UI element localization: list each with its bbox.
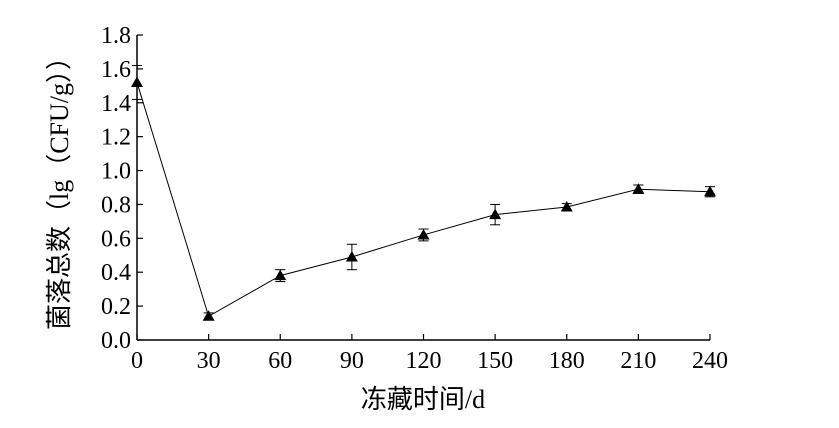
x-tick-label: 30 (197, 348, 221, 374)
y-tick-label: 1.0 (101, 159, 131, 185)
y-tick-label: 1.2 (101, 125, 131, 151)
x-tick-label: 120 (406, 348, 442, 374)
series-layer (131, 65, 716, 321)
series-line (136, 82, 711, 318)
y-tick-label: 1.4 (101, 91, 131, 117)
y-tick-label: 0.8 (101, 192, 131, 218)
x-tick-label: 0 (131, 348, 143, 374)
data-point-triangle (345, 250, 358, 262)
data-point-triangle (704, 185, 716, 197)
data-point-triangle (632, 183, 645, 194)
data-point-triangle (131, 76, 143, 87)
data-point-triangle (489, 208, 502, 220)
y-tick-label: 1.6 (101, 57, 131, 83)
y-axis-title: 菌落总数（lg（CFU/g）） (45, 44, 74, 330)
x-tick-label: 60 (268, 348, 292, 374)
data-point-triangle (274, 269, 287, 281)
y-tick-label: 0.4 (101, 260, 131, 286)
x-tick-label: 150 (477, 348, 513, 374)
y-tick-label: 0.0 (101, 328, 131, 354)
data-point-triangle (202, 310, 215, 321)
axes (136, 35, 710, 341)
y-tick-label: 0.2 (101, 294, 131, 320)
x-tick-label: 210 (620, 348, 656, 374)
y-tick-label: 0.6 (101, 226, 131, 252)
x-tick-label: 240 (692, 348, 728, 374)
x-tick-label: 90 (340, 348, 364, 374)
ticks: 0.0 0.2 0.4 0.6 0.8 1.0 1.2 1.4 1.6 1.8 0 30 60 90 120… (101, 23, 728, 374)
data-point-triangle (417, 228, 430, 240)
x-axis-title: 冻藏时间/d (361, 385, 485, 414)
y-tick-label: 1.8 (101, 23, 131, 49)
data-point-triangle (560, 200, 573, 212)
x-tick-label: 180 (549, 348, 585, 374)
